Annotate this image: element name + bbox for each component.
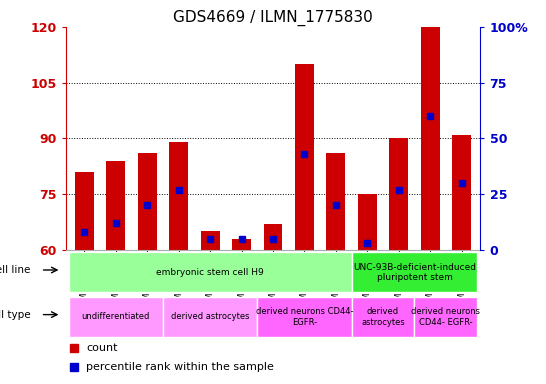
Bar (352, 252, 477, 292)
Text: cell type: cell type (0, 310, 30, 319)
Bar (358, 194, 377, 250)
Bar (452, 135, 471, 250)
Bar (106, 161, 125, 250)
Text: UNC-93B-deficient-induced
pluripotent stem: UNC-93B-deficient-induced pluripotent st… (353, 263, 476, 282)
Bar (264, 224, 282, 250)
Bar (69, 297, 163, 337)
Text: cell line: cell line (0, 265, 30, 275)
Text: derived neurons
CD44- EGFR-: derived neurons CD44- EGFR- (411, 307, 480, 326)
Bar (163, 297, 257, 337)
Bar (421, 27, 440, 250)
Text: percentile rank within the sample: percentile rank within the sample (86, 362, 274, 372)
Text: derived
astrocytes: derived astrocytes (361, 307, 405, 326)
Title: GDS4669 / ILMN_1775830: GDS4669 / ILMN_1775830 (173, 9, 373, 25)
Bar (169, 142, 188, 250)
Bar (201, 231, 219, 250)
Text: embryonic stem cell H9: embryonic stem cell H9 (156, 268, 264, 277)
Text: undifferentiated: undifferentiated (82, 312, 150, 321)
Text: derived neurons CD44-
EGFR-: derived neurons CD44- EGFR- (256, 307, 353, 326)
Bar (414, 297, 477, 337)
Bar (295, 64, 314, 250)
Bar (327, 153, 345, 250)
Bar (232, 239, 251, 250)
Text: derived astrocytes: derived astrocytes (171, 312, 250, 321)
Bar (389, 138, 408, 250)
Bar (257, 297, 352, 337)
Text: count: count (86, 343, 118, 353)
Bar (75, 172, 94, 250)
Bar (352, 297, 414, 337)
Bar (69, 252, 352, 292)
Bar (138, 153, 157, 250)
